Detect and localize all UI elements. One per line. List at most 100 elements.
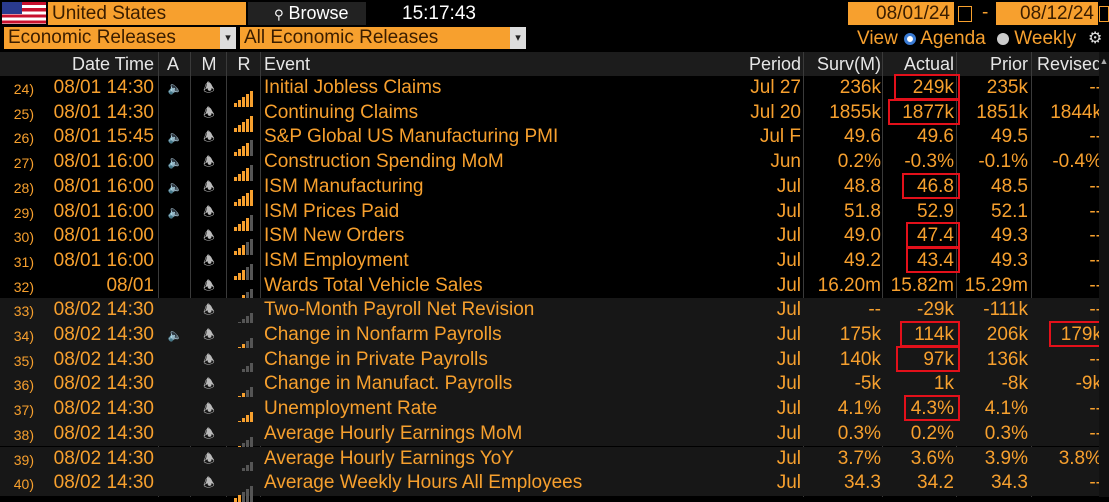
- event-name[interactable]: Initial Jobless Claims: [264, 77, 442, 98]
- speaker-icon[interactable]: 🔈: [167, 179, 183, 194]
- start-calendar-icon[interactable]: [958, 6, 972, 22]
- bell-icon[interactable]: 🕭: [203, 425, 215, 441]
- table-row[interactable]: 38) 08/02 14:30 🕭 Average Hourly Earnings M…: [0, 421, 1109, 453]
- settings-icon[interactable]: ⚙: [1088, 30, 1103, 47]
- period: Jul: [776, 299, 801, 321]
- relevance-bars-icon: [230, 150, 258, 182]
- event-name[interactable]: Average Hourly Earnings YoY: [264, 447, 514, 469]
- bell-icon[interactable]: 🕭: [203, 154, 215, 170]
- weekly-radio[interactable]: Weekly: [997, 27, 1076, 50]
- bell-icon[interactable]: 🕭: [203, 228, 215, 244]
- col-datetime[interactable]: Date Time: [71, 54, 154, 74]
- table-row[interactable]: 39) 08/02 14:30 🕭 Average Hourly Earnings Y…: [0, 446, 1109, 478]
- table-row[interactable]: 32) 08/01 🕭 Wards Total Vehicle Sales Jul 16.…: [0, 274, 1109, 305]
- period: Jul: [776, 200, 801, 222]
- event-name[interactable]: Continuing Claims: [264, 101, 419, 123]
- row-number: 24): [13, 81, 34, 97]
- bell-icon[interactable]: 🕭: [203, 351, 215, 367]
- table-row[interactable]: 33) 08/02 14:30 🕭 Two-Month Payroll Net Rev…: [0, 298, 1109, 330]
- prior-value: -111k: [983, 299, 1028, 321]
- event-name[interactable]: ISM Prices Paid: [264, 200, 400, 222]
- table-row[interactable]: 37) 08/02 14:30 🕭 Unemployment Rate Jul 4.1% 4…: [0, 397, 1109, 429]
- subset-dropdown[interactable]: All Economic Releases ▾: [240, 27, 526, 49]
- bell-icon[interactable]: 🕭: [203, 302, 215, 318]
- bell-icon[interactable]: 🕭: [203, 376, 215, 392]
- col-period[interactable]: Period: [748, 54, 801, 74]
- event-name[interactable]: Average Weekly Hours All Employees: [264, 472, 583, 494]
- table-row[interactable]: 40) 08/02 14:30 🕭 Average Weekly Hours All …: [0, 471, 1109, 502]
- event-name[interactable]: ISM Employment: [264, 249, 409, 271]
- event-name[interactable]: Unemployment Rate: [264, 398, 438, 420]
- table-row[interactable]: 34) 08/02 14:30 🔈 🕭 Change in Nonfarm Payrol…: [0, 323, 1109, 354]
- revised-value: --: [1089, 422, 1102, 444]
- event-name[interactable]: Construction Spending MoM: [264, 151, 504, 173]
- event-name[interactable]: Change in Private Payrolls: [264, 348, 488, 370]
- bell-icon[interactable]: 🕭: [203, 80, 215, 95]
- period: Jul: [776, 324, 801, 345]
- actual-value: 4.3%: [910, 398, 954, 420]
- bell-icon[interactable]: 🕭: [203, 178, 215, 194]
- col-prior[interactable]: Prior: [989, 54, 1028, 74]
- relevance-bars-icon: [230, 447, 258, 478]
- table-row[interactable]: 27) 08/01 16:00 🔈 🕭 Construction Spending Mo…: [0, 150, 1109, 182]
- survey-value: -5k: [854, 373, 881, 395]
- radio-unselected-icon: [997, 32, 1009, 45]
- col-event[interactable]: Event: [264, 54, 311, 74]
- category-dropdown[interactable]: Economic Releases ▾: [4, 27, 236, 49]
- col-alert[interactable]: A: [166, 54, 179, 74]
- agenda-radio[interactable]: Agenda: [904, 27, 986, 50]
- country-field[interactable]: United States: [48, 2, 246, 25]
- col-monitor[interactable]: M: [201, 54, 217, 74]
- table-row[interactable]: 35) 08/02 14:30 🕭 Change in Private Payroll…: [0, 347, 1109, 379]
- bell-icon[interactable]: 🕭: [203, 475, 215, 491]
- start-date-field[interactable]: 08/01/24: [848, 2, 954, 25]
- chevron-down-icon[interactable]: ▾: [510, 27, 526, 49]
- table-row[interactable]: 36) 08/02 14:30 🕭 Change in Manufact. Payro…: [0, 372, 1109, 404]
- radio-selected-icon: [904, 32, 916, 45]
- table-row[interactable]: 29) 08/01 16:00 🔈 🕭 ISM Prices Paid Jul 51.8 52…: [0, 200, 1109, 231]
- browse-button[interactable]: ⚲ Browse: [248, 2, 366, 25]
- bell-icon[interactable]: 🕭: [203, 450, 215, 466]
- table-row[interactable]: 31) 08/01 16:00 🕭 ISM Employment Jul 49.2 43.4…: [0, 249, 1109, 280]
- speaker-icon[interactable]: 🔈: [167, 328, 183, 342]
- bell-icon[interactable]: 🕭: [203, 327, 215, 342]
- speaker-icon[interactable]: 🔈: [167, 130, 183, 145]
- revised-value: --: [1089, 77, 1102, 98]
- event-name[interactable]: Average Hourly Earnings MoM: [264, 422, 523, 444]
- scroll-up-icon[interactable]: ▲: [1099, 56, 1109, 66]
- row-number: 33): [13, 303, 34, 320]
- survey-value: 4.1%: [837, 398, 881, 420]
- col-actual[interactable]: Actual: [903, 54, 954, 74]
- bell-icon[interactable]: 🕭: [203, 277, 215, 293]
- end-date-field[interactable]: 08/12/24: [996, 2, 1098, 25]
- event-name[interactable]: ISM Manufacturing: [264, 175, 424, 197]
- event-name[interactable]: S&P Global US Manufacturing PMI: [264, 126, 559, 148]
- event-name[interactable]: Wards Total Vehicle Sales: [264, 274, 483, 296]
- release-datetime: 08/01 16:00: [53, 151, 154, 173]
- col-relevance[interactable]: R: [237, 54, 251, 74]
- table-row[interactable]: 25) 08/01 14:30 🕭 Continuing Claims Jul 20 18…: [0, 101, 1109, 132]
- scrollbar[interactable]: ▲: [1099, 52, 1109, 497]
- table-row[interactable]: 26) 08/01 15:45 🔈 🕭 S&P Global US Manufactur…: [0, 125, 1109, 157]
- end-calendar-icon[interactable]: [1099, 6, 1109, 22]
- bell-icon[interactable]: 🕭: [203, 203, 215, 219]
- survey-value: 1855k: [829, 101, 881, 123]
- speaker-icon[interactable]: 🔈: [167, 204, 183, 219]
- bell-icon[interactable]: 🕭: [203, 129, 215, 145]
- speaker-icon[interactable]: 🔈: [167, 155, 183, 170]
- speaker-icon[interactable]: 🔈: [167, 81, 183, 95]
- actual-value: 47.4: [917, 225, 954, 247]
- bell-icon[interactable]: 🕭: [203, 104, 215, 120]
- event-name[interactable]: Change in Manufact. Payrolls: [264, 373, 513, 395]
- table-row[interactable]: 24) 08/01 14:30 🔈 🕭 Initial Jobless Claims Ju…: [0, 76, 1109, 107]
- table-row[interactable]: 28) 08/01 16:00 🔈 🕭 ISM Manufacturing Jul 48.8…: [0, 175, 1109, 206]
- bell-icon[interactable]: 🕭: [203, 401, 215, 417]
- event-name[interactable]: ISM New Orders: [264, 225, 405, 247]
- event-name[interactable]: Change in Nonfarm Payrolls: [264, 324, 502, 345]
- col-survey[interactable]: Surv(M): [817, 54, 881, 74]
- chevron-down-icon[interactable]: ▾: [220, 27, 236, 49]
- table-row[interactable]: 30) 08/01 16:00 🕭 ISM New Orders Jul 49.0 47.4…: [0, 224, 1109, 256]
- event-name[interactable]: Two-Month Payroll Net Revision: [264, 299, 535, 321]
- col-revised[interactable]: Revised: [1036, 54, 1102, 74]
- bell-icon[interactable]: 🕭: [203, 252, 215, 268]
